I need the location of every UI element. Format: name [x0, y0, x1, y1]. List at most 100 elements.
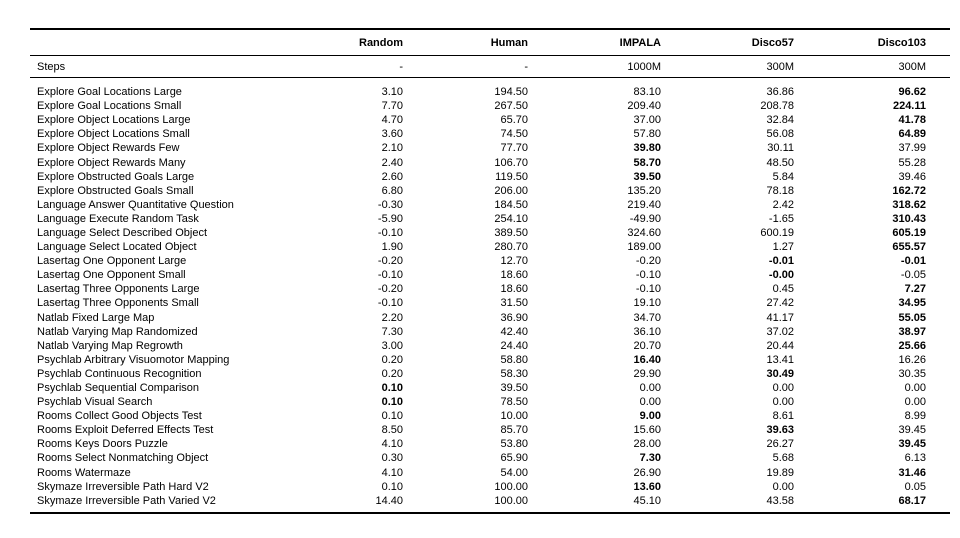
score-cell: 280.70: [494, 241, 528, 254]
table-header-row: Random Human IMPALA Disco57 Disco103: [30, 30, 950, 55]
score-cell: 4.70: [381, 114, 403, 127]
score-cell: 1.90: [381, 241, 403, 254]
score-cell: 15.60: [633, 424, 661, 437]
score-cell: 324.60: [627, 226, 661, 239]
column-header-disco57: Disco57: [751, 36, 794, 49]
score-cell: 68.17: [898, 494, 926, 507]
score-cell: 2.10: [381, 142, 403, 155]
task-name: Rooms Watermaze: [37, 466, 131, 479]
score-cell: 0.30: [381, 452, 403, 465]
task-name: Rooms Keys Doors Puzzle: [37, 438, 168, 451]
score-cell: 32.84: [766, 114, 794, 127]
score-cell: 0.20: [381, 353, 403, 366]
score-cell: 42.40: [500, 325, 528, 338]
task-name: Explore Obstructed Goals Large: [37, 170, 195, 183]
score-cell: 39.50: [633, 170, 661, 183]
score-cell: 78.18: [766, 184, 794, 197]
table-row: Rooms Keys Doors Puzzle 4.10 53.80 28.00 26.…: [30, 437, 950, 451]
score-cell: -0.10: [377, 269, 403, 282]
score-cell: 655.57: [892, 241, 926, 254]
score-cell: 0.00: [904, 382, 926, 395]
score-cell: 30.49: [766, 367, 794, 380]
score-cell: 34.95: [898, 297, 926, 310]
score-cell: 55.28: [898, 156, 926, 169]
table-row: Explore Goal Locations Large 3.10 194.50 83…: [30, 85, 950, 99]
score-cell: 31.50: [500, 297, 528, 310]
score-cell: 34.70: [633, 311, 661, 324]
column-header-random: Random: [359, 36, 403, 49]
score-cell: 39.63: [766, 424, 794, 437]
score-cell: 27.42: [766, 297, 794, 310]
steps-value: 300M: [898, 60, 926, 73]
score-cell: 26.27: [766, 438, 794, 451]
score-cell: 7.70: [381, 100, 403, 113]
benchmark-results-table: Random Human IMPALA Disco57 Disco103 Steps -…: [30, 28, 950, 514]
table-body: Explore Goal Locations Large 3.10 194.50 83…: [30, 78, 950, 512]
score-cell: 10.00: [500, 410, 528, 423]
top-rule: [30, 28, 950, 30]
score-cell: 184.50: [494, 198, 528, 211]
score-cell: 2.42: [772, 198, 794, 211]
task-name: Explore Object Rewards Few: [37, 142, 180, 155]
score-cell: 0.10: [381, 396, 403, 409]
score-cell: 0.00: [772, 480, 794, 493]
table-row: Explore Obstructed Goals Small 6.80 206.00…: [30, 184, 950, 198]
table-row: Skymaze Irreversible Path Varied V2 14.40…: [30, 494, 950, 508]
score-cell: 8.99: [904, 410, 926, 423]
task-name: Psychlab Continuous Recognition: [37, 367, 202, 380]
score-cell: 2.60: [381, 170, 403, 183]
score-cell: -0.30: [377, 198, 403, 211]
score-cell: -0.20: [377, 283, 403, 296]
score-cell: 3.60: [381, 128, 403, 141]
score-cell: 224.11: [892, 100, 926, 113]
score-cell: 0.00: [639, 382, 661, 395]
score-cell: 41.17: [766, 311, 794, 324]
score-cell: 0.00: [772, 396, 794, 409]
score-cell: 0.10: [381, 480, 403, 493]
score-cell: 208.78: [760, 100, 794, 113]
table-row: Natlab Varying Map Randomized 7.30 42.40 36…: [30, 325, 950, 339]
score-cell: 14.40: [375, 494, 403, 507]
score-cell: 58.80: [500, 353, 528, 366]
task-name: Lasertag Three Opponents Small: [37, 297, 199, 310]
table-row: Rooms Exploit Deferred Effects Test 8.50 8…: [30, 423, 950, 437]
score-cell: 36.10: [633, 325, 661, 338]
score-cell: -5.90: [377, 212, 403, 225]
score-cell: 18.60: [500, 283, 528, 296]
task-name: Skymaze Irreversible Path Varied V2: [37, 494, 216, 507]
task-name: Natlab Varying Map Regrowth: [37, 339, 183, 352]
score-cell: -0.01: [768, 255, 794, 268]
table-row: Psychlab Continuous Recognition 0.20 58.30…: [30, 367, 950, 381]
score-cell: 2.20: [381, 311, 403, 324]
score-cell: 39.45: [898, 424, 926, 437]
score-cell: 7.30: [639, 452, 661, 465]
score-cell: -0.05: [900, 269, 926, 282]
score-cell: 6.80: [381, 184, 403, 197]
header-rule: [30, 55, 950, 56]
score-cell: 310.43: [892, 212, 926, 225]
score-cell: 100.00: [494, 480, 528, 493]
table-row: Skymaze Irreversible Path Hard V2 0.10 100…: [30, 480, 950, 494]
score-cell: 267.50: [494, 100, 528, 113]
score-cell: -0.20: [635, 255, 661, 268]
score-cell: 28.00: [633, 438, 661, 451]
table-row: Explore Object Locations Large 4.70 65.70 3…: [30, 113, 950, 127]
steps-value: -: [399, 60, 403, 73]
score-cell: 39.80: [633, 142, 661, 155]
column-header-human: Human: [490, 36, 528, 49]
table-row: Lasertag One Opponent Small -0.10 18.60 -0.…: [30, 268, 950, 282]
task-name: Psychlab Visual Search: [37, 396, 153, 409]
score-cell: 54.00: [500, 466, 528, 479]
score-cell: 0.10: [381, 382, 403, 395]
score-cell: 389.50: [494, 226, 528, 239]
score-cell: 3.10: [381, 86, 403, 99]
score-cell: 85.70: [500, 424, 528, 437]
score-cell: 45.10: [633, 494, 661, 507]
score-cell: 209.40: [627, 100, 661, 113]
table-row: Language Execute Random Task -5.90 254.10 -…: [30, 212, 950, 226]
score-cell: 7.27: [904, 283, 926, 296]
score-cell: 2.40: [381, 156, 403, 169]
steps-value: 1000M: [627, 60, 661, 73]
table-row: Psychlab Sequential Comparison 0.10 39.50 0…: [30, 381, 950, 395]
